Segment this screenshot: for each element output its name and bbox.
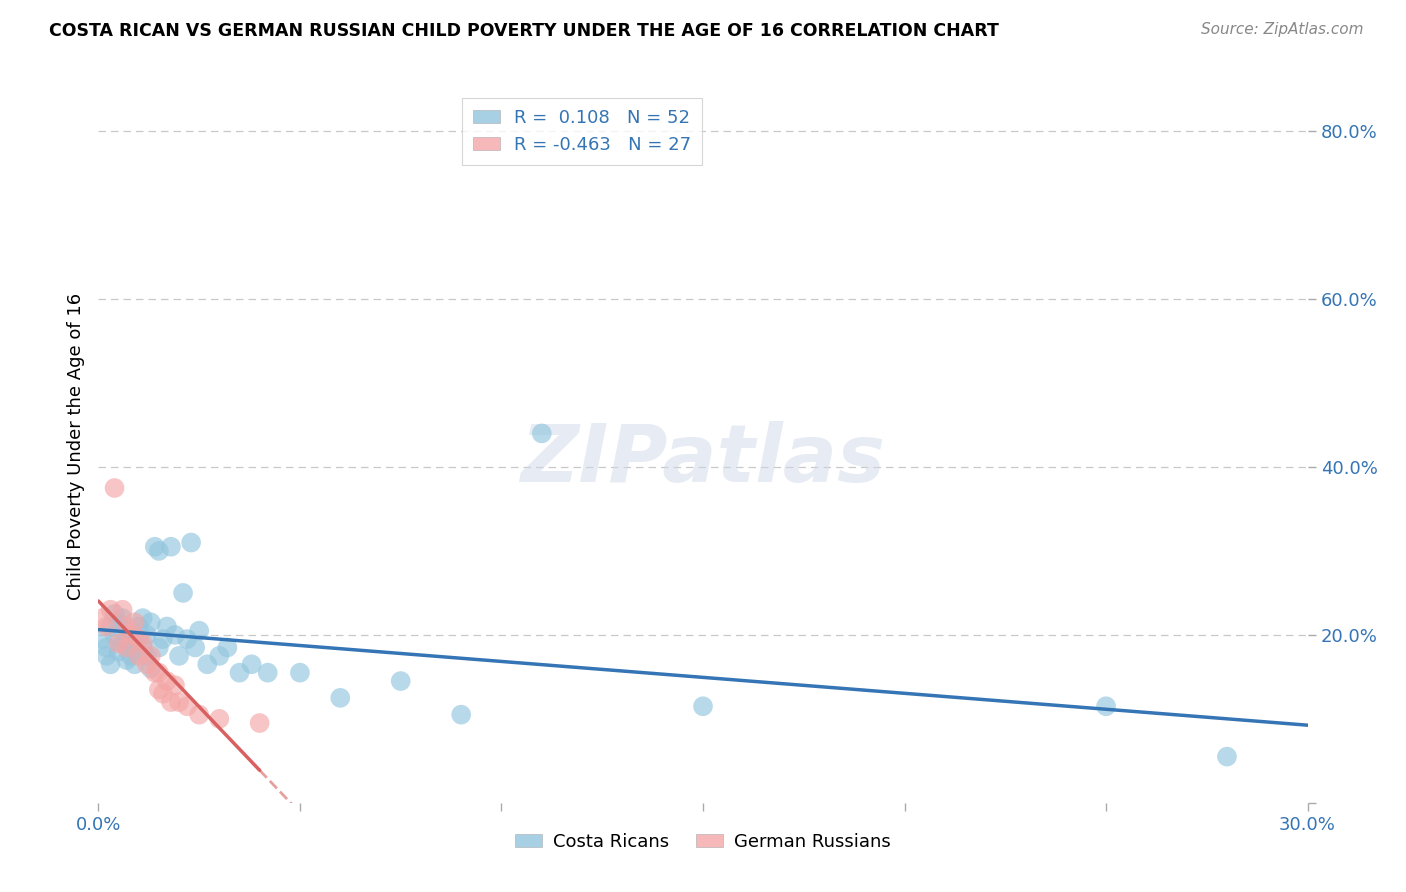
Point: [120, 648, 142, 663]
Point: [111, 603, 134, 617]
Point: [107, 636, 129, 650]
Point: [176, 632, 198, 646]
Point: [148, 682, 170, 697]
Point: [288, 665, 311, 680]
Point: [120, 628, 142, 642]
Point: [107, 645, 129, 659]
Point: [152, 687, 174, 701]
Point: [128, 632, 150, 646]
Point: [156, 619, 179, 633]
Point: [148, 544, 170, 558]
Point: [143, 665, 166, 680]
Point: [135, 648, 157, 663]
Point: [160, 695, 183, 709]
Point: [120, 640, 142, 655]
Point: [148, 665, 170, 680]
Point: [132, 640, 155, 655]
Point: [249, 716, 271, 731]
Point: [100, 657, 122, 672]
Point: [132, 636, 155, 650]
Point: [128, 619, 150, 633]
Point: [103, 481, 125, 495]
Point: [167, 648, 190, 663]
Point: [115, 632, 138, 646]
Point: [100, 619, 122, 633]
Text: COSTA RICAN VS GERMAN RUSSIAN CHILD POVERTY UNDER THE AGE OF 16 CORRELATION CHAR: COSTA RICAN VS GERMAN RUSSIAN CHILD POVE…: [49, 22, 1000, 40]
Point: [1095, 699, 1118, 714]
Point: [124, 628, 146, 642]
Point: [163, 628, 186, 642]
Point: [128, 632, 150, 646]
Point: [172, 586, 194, 600]
Point: [188, 707, 211, 722]
Point: [111, 611, 134, 625]
Point: [107, 615, 129, 630]
Point: [256, 665, 278, 680]
Y-axis label: Child Poverty Under the Age of 16: Child Poverty Under the Age of 16: [66, 293, 84, 599]
Point: [103, 628, 125, 642]
Point: [329, 690, 352, 705]
Point: [96, 648, 118, 663]
Point: [115, 653, 138, 667]
Point: [240, 657, 263, 672]
Point: [148, 640, 170, 655]
Legend: Costa Ricans, German Russians: Costa Ricans, German Russians: [508, 826, 898, 858]
Point: [160, 540, 183, 554]
Point: [389, 674, 412, 689]
Text: ZIPatlas: ZIPatlas: [520, 421, 886, 500]
Point: [111, 636, 134, 650]
Point: [139, 648, 162, 663]
Point: [1216, 749, 1239, 764]
Point: [139, 615, 162, 630]
Point: [208, 648, 231, 663]
Point: [163, 678, 186, 692]
Point: [152, 632, 174, 646]
Point: [167, 695, 190, 709]
Point: [156, 674, 179, 689]
Point: [115, 619, 138, 633]
Point: [208, 712, 231, 726]
Point: [188, 624, 211, 638]
Point: [115, 640, 138, 655]
Point: [530, 426, 553, 441]
Point: [124, 615, 146, 630]
Point: [176, 699, 198, 714]
Point: [100, 603, 122, 617]
Point: [450, 707, 472, 722]
Point: [103, 607, 125, 621]
Point: [692, 699, 714, 714]
Point: [184, 640, 207, 655]
Point: [135, 628, 157, 642]
Point: [139, 661, 162, 675]
Point: [96, 619, 118, 633]
Point: [91, 632, 114, 646]
Point: [143, 540, 166, 554]
Point: [135, 657, 157, 672]
Point: [91, 611, 114, 625]
Point: [195, 657, 218, 672]
Point: [124, 657, 146, 672]
Point: [217, 640, 239, 655]
Point: [180, 535, 202, 549]
Point: [96, 640, 118, 655]
Point: [132, 611, 155, 625]
Point: [228, 665, 250, 680]
Text: Source: ZipAtlas.com: Source: ZipAtlas.com: [1201, 22, 1364, 37]
Point: [128, 648, 150, 663]
